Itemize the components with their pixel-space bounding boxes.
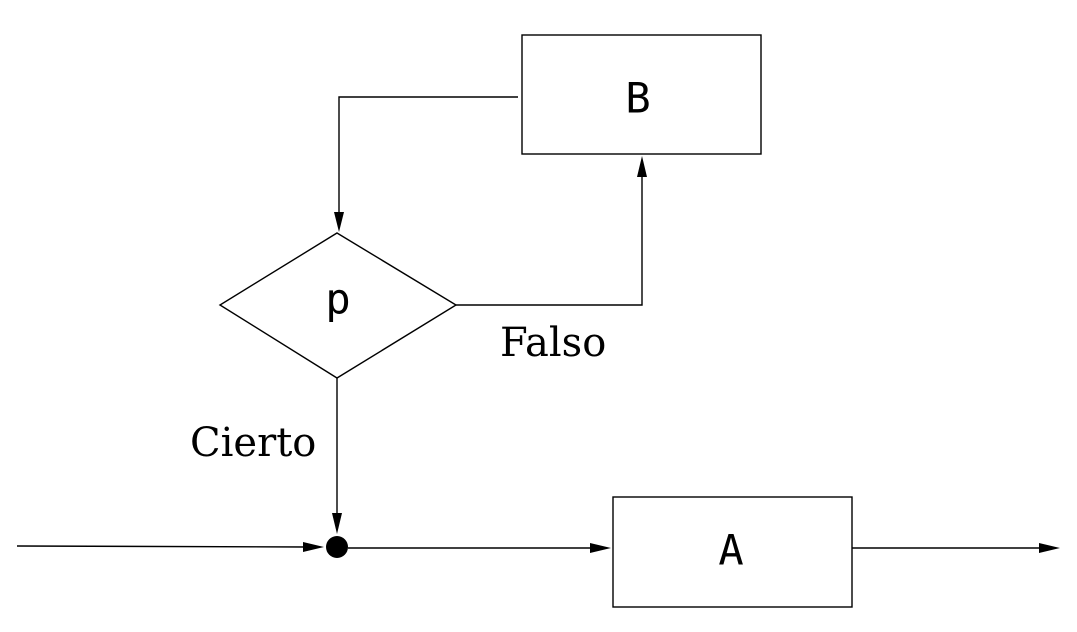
process-b-node: B [521,34,762,155]
process-a-label: A [718,526,743,575]
edge-a-to-output [852,543,1060,553]
decision-p-label: p [325,275,350,324]
process-a-node: A [612,496,853,608]
process-a-box [612,496,853,608]
edge-p-to-junction-arrowhead [332,513,342,534]
edge-p-to-b-arrowhead [637,156,647,177]
edge-junction-to-a-arrowhead [590,543,611,553]
edge-p-to-b-line [456,172,643,306]
falso-label: Falso [500,320,606,366]
edge-p-to-junction: Cierto [190,378,342,534]
process-b-box [521,34,762,155]
edge-junction-to-a [348,543,611,553]
edge-b-to-p-arrowhead [334,212,344,232]
edge-b-to-p [334,96,518,232]
decision-p-node: p [218,232,458,379]
edge-input-line [16,545,309,548]
edge-input-arrowhead [303,542,324,552]
edge-output-arrowhead [1039,543,1060,553]
cierto-label: Cierto [190,420,316,466]
edge-input-to-junction [16,542,324,552]
edge-b-to-p-line [338,96,518,218]
edge-p-to-b: Falso [456,156,647,366]
junction-dot [326,536,348,558]
process-b-label: B [625,74,650,123]
